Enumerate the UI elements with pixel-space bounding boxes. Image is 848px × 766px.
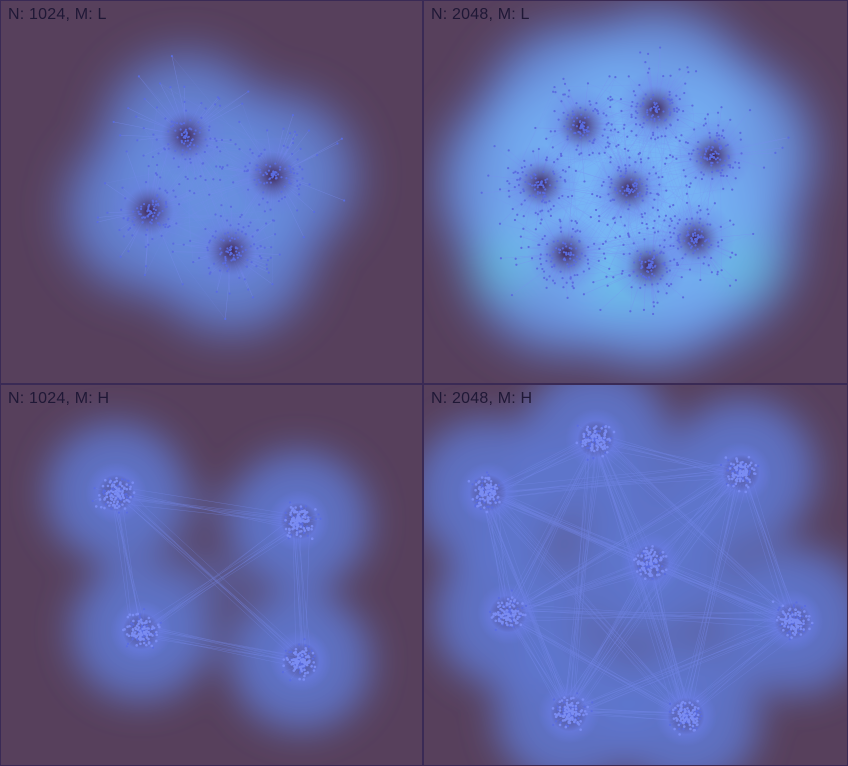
panel-n2048-low: N: 2048, M: L xyxy=(423,0,848,384)
graph-canvas xyxy=(1,1,422,383)
graph-nodes xyxy=(96,55,346,320)
panel-n1024-high: N: 1024, M: H xyxy=(0,384,423,766)
graph-canvas xyxy=(424,385,847,765)
panel-n1024-low: N: 1024, M: L xyxy=(0,0,423,384)
panel-n2048-high: N: 2048, M: H xyxy=(423,384,848,766)
graph-canvas xyxy=(1,385,422,765)
graph-nodes xyxy=(467,424,814,736)
graph-nodes xyxy=(91,476,322,682)
graph-nodes xyxy=(480,46,790,316)
graph-canvas xyxy=(424,1,847,383)
